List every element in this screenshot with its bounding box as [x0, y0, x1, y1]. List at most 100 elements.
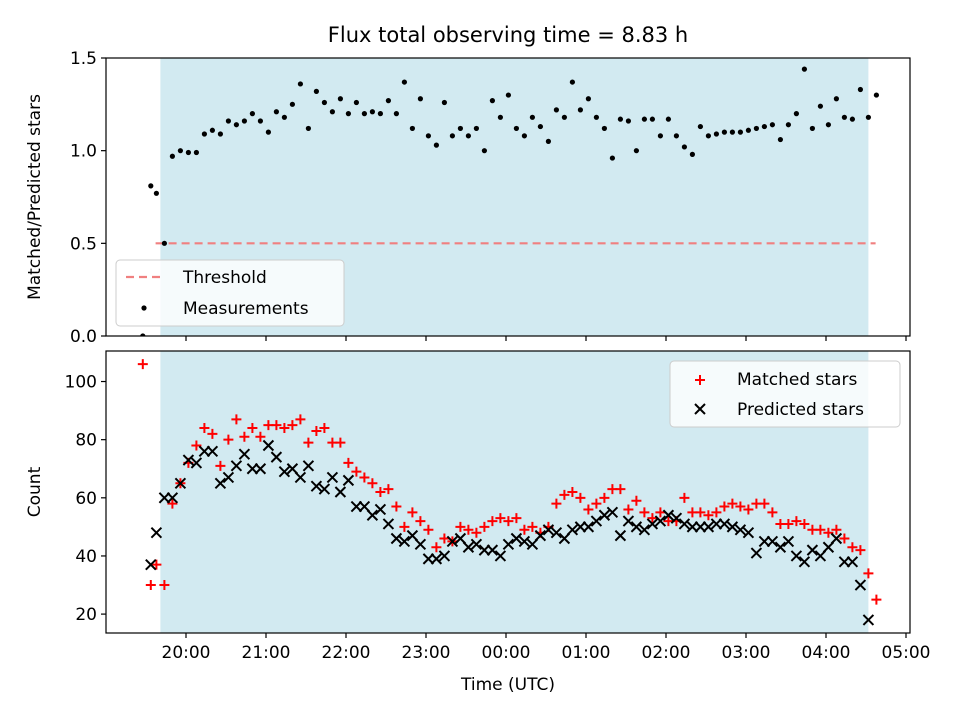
predicted-point: [310, 480, 323, 492]
matched-point: [527, 521, 538, 532]
matched-point: [727, 498, 738, 509]
measurement-point: [393, 111, 399, 117]
measurement-point: [529, 114, 536, 120]
measurement-point: [417, 96, 423, 102]
matched-point: [791, 516, 802, 527]
predicted-point: [806, 544, 819, 556]
measurement-point: [665, 116, 672, 122]
legend-measurements-label: Measurements: [183, 299, 309, 319]
matched-point: [847, 542, 858, 553]
measurement-point: [329, 109, 335, 115]
measurement-point: [793, 111, 800, 117]
measurement-point: [649, 116, 656, 122]
count-xtick-label: 00:00: [482, 643, 531, 663]
measurement-point: [153, 190, 159, 196]
count-xtick-label: 23:00: [402, 643, 451, 663]
ratio-ytick-label: 1.0: [70, 142, 97, 162]
predicted-point: [390, 532, 403, 545]
predicted-point: [374, 503, 387, 516]
predicted-point: [262, 439, 275, 452]
count-xtick-label: 22:00: [322, 643, 371, 663]
count-xtick-label: 03:00: [722, 643, 771, 663]
predicted-point: [382, 518, 395, 530]
measurement-point: [873, 92, 880, 98]
predicted-point: [238, 448, 251, 460]
matched-point: [287, 420, 298, 431]
predicted-point: [774, 541, 787, 553]
legend-box: [115, 259, 345, 327]
predicted-point: [470, 538, 483, 551]
measurement-point: [441, 99, 447, 106]
predicted-point: [182, 454, 195, 466]
measurement-point: [201, 131, 207, 137]
measurement-point: [841, 114, 848, 120]
measurement-point: [148, 183, 154, 189]
legend-box: [669, 360, 901, 428]
matched-point: [463, 524, 474, 535]
predicted-point: [302, 460, 315, 472]
matched-point: [399, 521, 410, 532]
count-frame: [105, 350, 911, 634]
predicted-point: [782, 535, 795, 548]
measurement-point: [521, 133, 528, 139]
predicted-point: [486, 544, 499, 556]
measurement-point: [801, 66, 808, 72]
legend-matched-swatch: [695, 375, 705, 385]
predicted-point: [638, 524, 651, 536]
measurement-point: [401, 79, 407, 85]
count-ytick-label: 60: [75, 489, 97, 509]
predicted-point: [526, 538, 539, 551]
predicted-point: [678, 518, 691, 530]
measurement-point: [809, 125, 816, 132]
predicted-point: [534, 529, 547, 542]
predicted-point: [342, 474, 355, 487]
predicted-point: [145, 558, 157, 571]
predicted-point: [566, 524, 579, 536]
measurement-point: [249, 111, 255, 117]
count-ytick-label: 100: [65, 373, 97, 393]
predicted-point: [190, 457, 203, 469]
measurement-point: [361, 111, 367, 117]
matched-point: [295, 414, 306, 425]
predicted-point: [654, 515, 667, 527]
matched-point: [839, 533, 850, 544]
matched-point: [215, 460, 226, 471]
count-xtick-label: 20:00: [162, 643, 211, 663]
measurement-point: [697, 123, 704, 130]
matched-point: [703, 510, 714, 521]
predicted-point: [734, 524, 747, 536]
matched-point: [487, 516, 498, 527]
matched-point: [255, 431, 266, 442]
count-series-1: [145, 439, 875, 626]
measurement-point: [833, 96, 840, 102]
matched-point: [823, 527, 834, 538]
predicted-point: [214, 477, 227, 489]
matched-point: [575, 492, 586, 503]
measurement-point: [553, 107, 560, 113]
predicted-point: [558, 532, 571, 545]
predicted-point: [430, 553, 443, 565]
measurement-point: [633, 148, 640, 154]
legend-predicted-swatch: [694, 403, 706, 415]
predicted-point: [334, 486, 347, 498]
predicted-point: [798, 556, 811, 568]
predicted-point: [622, 515, 635, 527]
matched-point: [783, 518, 794, 529]
measurement-point: [313, 88, 319, 94]
matched-point: [335, 437, 346, 448]
predicted-point: [462, 541, 475, 553]
measurement-point: [305, 125, 311, 132]
measurement-point: [745, 127, 752, 133]
predicted-point: [318, 483, 331, 495]
measurement-point: [489, 98, 495, 104]
matched-point: [639, 507, 650, 518]
matched-point: [599, 492, 610, 503]
measurement-point: [433, 142, 439, 148]
measurement-point: [601, 125, 608, 132]
measurement-point: [537, 123, 544, 130]
matched-point: [695, 507, 706, 518]
measurement-point: [473, 125, 479, 132]
matched-point: [863, 568, 874, 579]
predicted-point: [230, 460, 243, 472]
